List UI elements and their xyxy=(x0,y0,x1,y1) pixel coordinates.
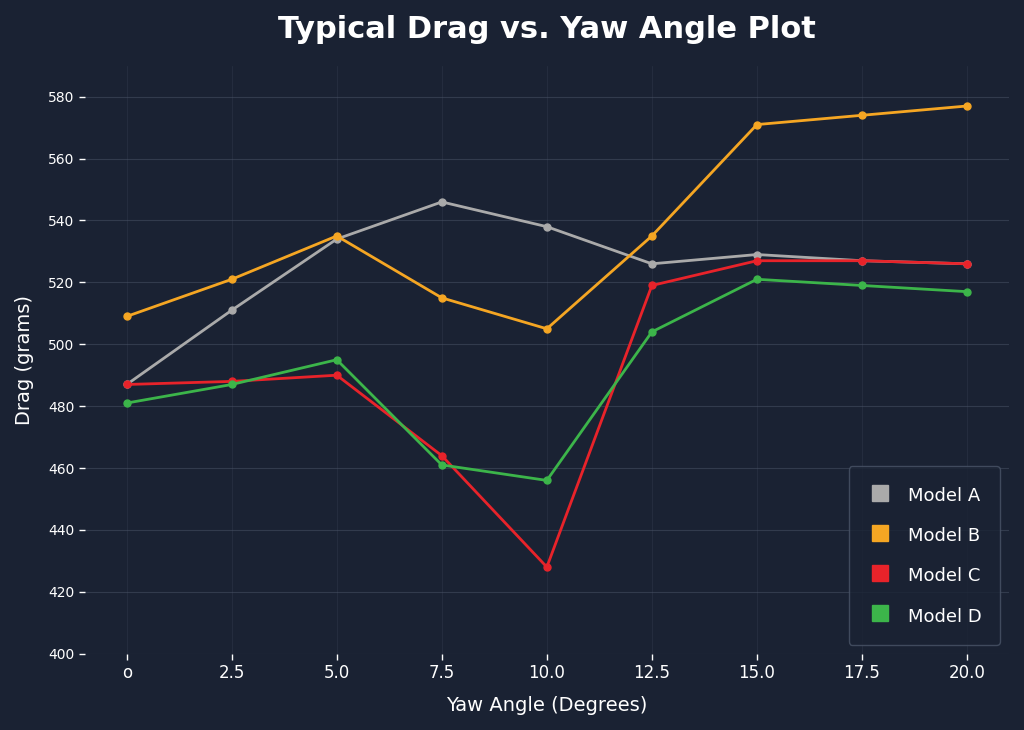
Model A xyxy=(961,259,973,268)
Model D xyxy=(435,461,447,469)
Line: Model A: Model A xyxy=(123,199,971,388)
Legend: Model A, Model B, Model C, Model D: Model A, Model B, Model C, Model D xyxy=(849,466,1000,645)
Model D xyxy=(961,288,973,296)
Model D xyxy=(541,476,553,485)
Model B xyxy=(646,231,658,240)
Model C xyxy=(961,259,973,268)
Model B xyxy=(961,101,973,110)
Model B xyxy=(331,231,343,240)
Model A xyxy=(435,198,447,207)
Model A xyxy=(121,380,133,389)
Y-axis label: Drag (grams): Drag (grams) xyxy=(15,295,34,425)
Line: Model B: Model B xyxy=(123,102,971,332)
Model D xyxy=(751,275,763,284)
Model A xyxy=(331,234,343,243)
Model C xyxy=(225,377,238,385)
Line: Model D: Model D xyxy=(123,276,971,484)
Model B xyxy=(121,312,133,320)
Line: Model C: Model C xyxy=(123,257,971,571)
Model D xyxy=(331,356,343,364)
Model C xyxy=(121,380,133,389)
Model A xyxy=(751,250,763,259)
Model B xyxy=(541,324,553,333)
Model A xyxy=(856,256,868,265)
Model C xyxy=(331,371,343,380)
Model C xyxy=(646,281,658,290)
Model A xyxy=(646,259,658,268)
Model A xyxy=(541,223,553,231)
Model B xyxy=(856,111,868,120)
Model D xyxy=(225,380,238,389)
Model B xyxy=(751,120,763,129)
Model B xyxy=(225,275,238,284)
Model C xyxy=(435,451,447,460)
Model D xyxy=(646,328,658,337)
Model D xyxy=(121,399,133,407)
Model C xyxy=(541,563,553,572)
Title: Typical Drag vs. Yaw Angle Plot: Typical Drag vs. Yaw Angle Plot xyxy=(278,15,816,44)
Model C xyxy=(856,256,868,265)
Model A xyxy=(225,306,238,315)
Model D xyxy=(856,281,868,290)
X-axis label: Yaw Angle (Degrees): Yaw Angle (Degrees) xyxy=(446,696,647,715)
Model B xyxy=(435,293,447,302)
Model C xyxy=(751,256,763,265)
